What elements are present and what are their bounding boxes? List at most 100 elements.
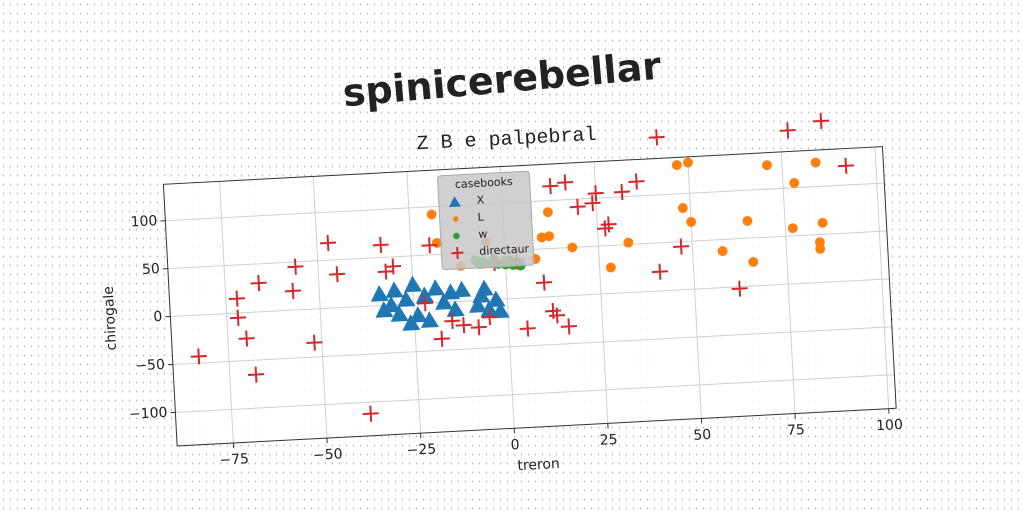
point [671,160,682,171]
point [370,285,389,302]
point [584,195,601,212]
point [190,348,207,365]
point [787,223,798,234]
point [549,307,566,324]
point [409,306,428,323]
point [390,305,409,322]
point [519,320,536,337]
y-tick-label: 100 [130,213,158,230]
point [683,157,693,168]
legend-marker [452,216,459,222]
point [731,280,748,297]
legend-label: L [477,211,485,224]
point [229,309,247,326]
y-tick-label: 50 [142,261,161,278]
x-tick-label: 50 [693,427,712,444]
legend-marker [449,196,462,208]
point [648,129,665,146]
point [404,275,423,293]
point [480,300,499,318]
point [587,185,604,202]
point [453,280,472,298]
point [416,286,434,304]
grid-line [687,156,702,419]
point [814,237,825,248]
point [557,174,574,191]
grid-line [175,374,895,413]
legend-label: X [476,194,485,207]
point [287,258,304,275]
point [382,295,401,313]
point [762,160,772,171]
point [238,330,255,347]
grid-line [312,176,328,439]
point [470,319,487,336]
point [491,301,510,319]
point [397,290,416,308]
point [306,334,323,351]
point [742,216,753,226]
point [250,275,267,292]
point [469,296,488,313]
point [481,309,498,326]
x-tick-label: 75 [787,422,806,439]
point [433,330,450,347]
point [542,207,553,218]
point [421,237,438,254]
axes-frame [162,146,897,447]
point [810,157,821,168]
point [605,262,616,273]
legend-label: directaur [479,242,530,258]
point [789,177,800,188]
grid-line [172,326,892,365]
x-tick-label: 25 [599,432,618,449]
point [560,318,577,335]
point [385,258,402,275]
point [686,217,697,227]
point [455,317,472,334]
chart-subtitle: Z B e palpebral [416,124,597,156]
point [372,236,389,254]
grid-line [780,151,796,414]
point [319,234,337,251]
point [416,295,434,312]
point [536,232,547,243]
x-tick-label: −25 [406,441,436,459]
grid-line [170,278,890,318]
point [613,183,631,201]
point [569,198,586,215]
point [385,281,404,299]
point [446,300,465,317]
grid-line [874,146,890,409]
point [421,311,440,328]
point [628,173,645,190]
x-tick-label: −50 [313,446,343,464]
point [673,238,690,255]
x-tick-label: −75 [219,451,249,469]
point [426,279,445,296]
point [748,257,759,267]
point [600,216,617,233]
legend-marker [451,246,464,260]
point [544,231,555,242]
grid-line [219,181,234,444]
point [779,122,796,139]
point [402,314,421,331]
point [837,157,854,174]
grid-line [593,161,609,424]
point [329,266,346,283]
point [542,178,559,195]
point [651,263,668,280]
point [597,220,614,237]
legend-marker [453,232,460,240]
point [362,405,379,422]
point [567,242,578,253]
point [623,237,634,248]
point [435,293,454,310]
point [536,274,553,291]
point [812,112,830,130]
x-tick-label: 0 [510,437,520,453]
y-tick-label: −50 [135,357,165,375]
plot-area [163,146,897,446]
